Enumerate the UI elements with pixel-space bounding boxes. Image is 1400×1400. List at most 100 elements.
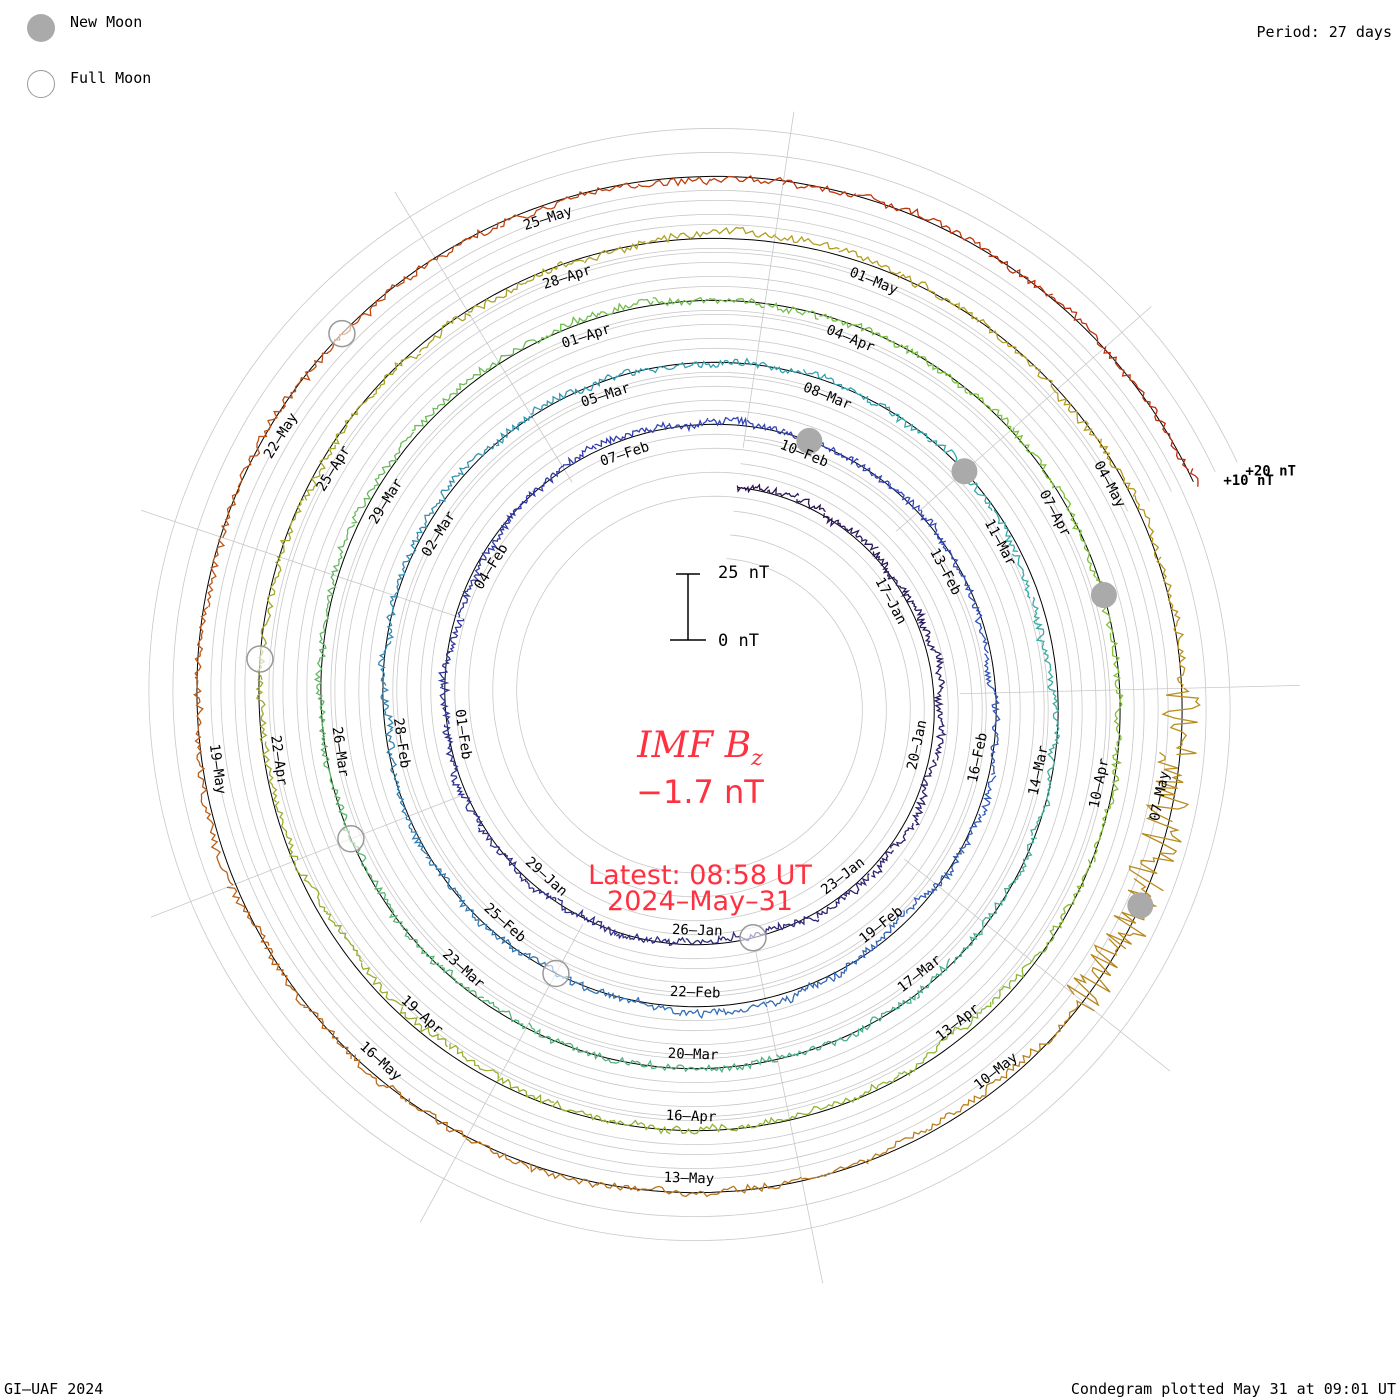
bz-trace-segment [736,483,770,494]
bz-trace-segment [709,226,776,239]
bz-trace-segment [481,999,527,1030]
bz-trace-segment [1054,391,1100,441]
bz-trace-segment [1189,468,1199,487]
bz-trace-segment [500,197,567,228]
bz-trace-segment [408,1098,467,1138]
bz-trace-segment [331,395,375,445]
bz-trace-segment [455,890,485,928]
bz-trace-segment [825,1019,872,1047]
bz-trace-segment [855,463,890,487]
new-moon-marker [951,458,978,485]
date-label: 16–May [356,1039,404,1085]
parameter-title: IMF Bz [637,725,763,772]
bz-trace-segment [374,884,405,931]
grid-line [220,200,1172,1169]
date-label: 29–Mar [366,476,406,527]
bz-trace-segment [594,988,640,1004]
bz-trace-segment [360,962,404,1007]
bz-trace-segment [565,182,639,200]
date-label: 10–Apr [1086,757,1112,810]
bz-trace-segment [351,475,380,524]
bz-trace-segment [911,790,929,826]
bz-trace-segment [477,827,505,856]
bz-trace-segment [506,490,536,522]
bz-trace-segment [674,1064,728,1074]
bz-trace-segment [1052,691,1061,741]
bz-trace-segment [496,1077,554,1104]
spoke-line [895,306,1152,532]
grid-line [268,248,1128,1121]
bz-trace-segment [897,273,959,306]
bz-trace-segment [870,995,916,1022]
bz-trace-segment [888,411,930,440]
bz-trace-segment [1008,345,1056,392]
date-label: 13–Feb [926,546,964,598]
bz-trace-segment [399,1006,448,1048]
bz-trace-segment [331,524,356,576]
ring-value-labels: +20 nT+10 nT [1223,464,1296,489]
bz-trace-segment [533,465,563,493]
ring-label: +20 nT [1245,464,1296,480]
grid-line [244,224,1150,1145]
bz-trace-segment [981,775,997,817]
bz-trace-segment [449,1043,499,1080]
bz-trace-segment [373,353,422,396]
bz-trace-segment [431,474,461,513]
bz-trace-segment [652,296,710,307]
bz-trace-segment [993,509,1018,553]
bz-trace-segment [845,940,879,972]
bz-trace-segment [410,512,434,555]
bz-trace-segment [526,880,557,902]
bz-trace-segment [293,860,329,914]
bz-trace-segment [842,873,870,898]
bz-trace-segment [872,551,891,580]
bz-trace-segment [661,360,709,371]
bz-trace-segment [303,444,336,501]
bz-trace-segment [709,297,765,309]
bz-trace-segment [806,969,846,990]
full-moon-marker [246,645,274,673]
bz-trace-segment [982,881,1014,922]
date-label: 23–Mar [439,946,487,992]
bz-trace-segment [1149,405,1190,471]
date-label: 22–May [261,410,301,461]
bz-trace-segment [457,582,474,618]
bz-trace-segment [380,685,394,731]
bz-trace [193,175,1201,1198]
bz-trace-segment [934,660,945,695]
bz-trace-segment [1012,427,1047,476]
bz-trace-segment [784,915,820,928]
bz-trace-segment [255,679,268,743]
bz-trace-segment [1113,689,1124,749]
bz-trace-segment [776,1041,826,1059]
bz-trace-segment [924,629,945,663]
latest-time: Latest: 08:58 UT [588,860,812,891]
bz-trace-segment [530,389,571,415]
bz-trace-segment [393,773,408,818]
spoke-line [140,509,464,620]
bz-trace-segment [1062,859,1092,914]
date-label: 04–May [1090,458,1128,510]
bz-trace-segment [819,313,874,335]
bz-trace-segment [623,1059,676,1072]
bz-trace-segment [435,222,499,261]
bz-trace-segment [968,391,1012,431]
date-label: 01–Feb [451,708,474,760]
bz-trace-segment [547,311,599,338]
date-label: 16–Apr [665,1108,716,1126]
date-label: 26–Mar [329,726,352,778]
date-label: 13–Apr [933,1001,983,1045]
bz-trace-segment [498,335,548,363]
bz-trace-segment [755,361,803,375]
bz-trace-segment [816,895,846,919]
bz-trace-segment [1011,553,1031,599]
bz-trace-segment [404,928,444,967]
moon-phase-markers [246,319,1154,988]
date-label: 20–Jan [904,719,930,772]
bz-trace-segment [844,1074,900,1103]
bz-trace-segment [924,356,968,395]
footer-credit: GI–UAF 2024 [4,1380,104,1398]
bz-trace-segment [637,997,680,1015]
date-label: 17–Jan [872,575,910,627]
bz-trace-segment [1050,295,1105,349]
